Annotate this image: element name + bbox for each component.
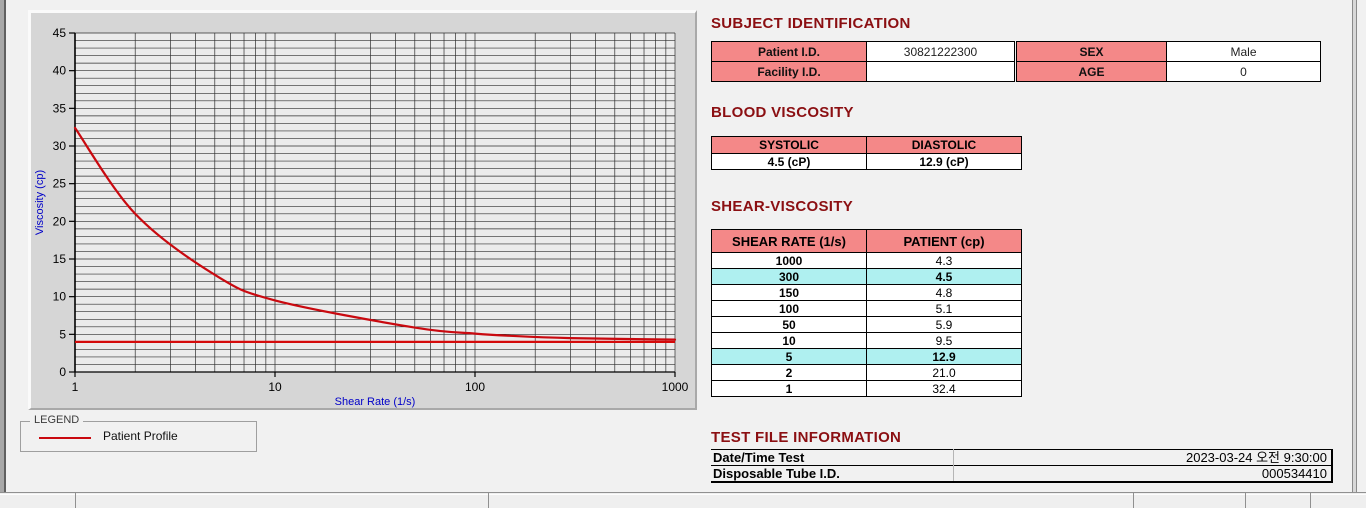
table-row: SYSTOLIC DIASTOLIC xyxy=(711,136,1022,154)
shear-viscosity-row: 150 4.8 xyxy=(711,284,1022,301)
shear-viscosity-row: 1000 4.3 xyxy=(711,252,1022,269)
y-tick-label: 0 xyxy=(59,365,66,379)
shear-rate-cell: 50 xyxy=(711,316,867,333)
window-right-groove xyxy=(1352,0,1357,492)
y-tick-label: 30 xyxy=(53,139,67,153)
patient-viscosity-cell: 4.3 xyxy=(866,252,1022,269)
shear-viscosity-table: SHEAR RATE (1/s) PATIENT (cp) 1000 4.3 300… xyxy=(711,229,1022,397)
shear-rate-cell: 1000 xyxy=(711,252,867,269)
patient-viscosity-cell: 5.9 xyxy=(866,316,1022,333)
blood-viscosity-table: SYSTOLIC DIASTOLIC 4.5 (cP) 12.9 (cP) xyxy=(711,136,1022,170)
patient-cp-header: PATIENT (cp) xyxy=(866,229,1022,253)
patient-viscosity-cell: 21.0 xyxy=(866,364,1022,381)
facility-id-label: Facility I.D. xyxy=(711,61,867,82)
shear-rate-cell: 10 xyxy=(711,332,867,349)
shear-rate-cell: 5 xyxy=(711,348,867,365)
shear-rate-cell: 1 xyxy=(711,380,867,397)
disposable-tube-id-value: 000534410 xyxy=(953,465,1333,483)
x-tick-label: 100 xyxy=(465,380,485,394)
y-tick-label: 45 xyxy=(53,26,67,40)
date-time-test-label: Date/Time Test xyxy=(711,449,954,466)
patient-id-label: Patient I.D. xyxy=(711,41,867,62)
shear-viscosity-table-body: 1000 4.3 300 4.5 150 4.8 100 5.1 50 5.9 10 9.5 5 12.9… xyxy=(711,252,1022,397)
test-file-information-title: TEST FILE INFORMATION xyxy=(711,429,902,446)
x-tick-label: 10 xyxy=(268,380,282,394)
y-tick-label: 40 xyxy=(53,64,67,78)
viscosity-chart-panel: 0 5 10 15 20 25 30 35 40 45 1 10 100 1000 Shear Rate (… xyxy=(28,10,697,410)
legend-line-swatch xyxy=(39,437,91,439)
disposable-tube-id-label: Disposable Tube I.D. xyxy=(711,465,954,483)
shear-viscosity-chart: 0 5 10 15 20 25 30 35 40 45 1 10 100 1000 Shear Rate (… xyxy=(34,26,689,408)
age-label: AGE xyxy=(1016,61,1167,82)
blood-viscosity-title: BLOOD VISCOSITY xyxy=(711,104,854,121)
table-row: Disposable Tube I.D. 000534410 xyxy=(711,465,1333,483)
test-file-information-table: Date/Time Test 2023-03-24 오전 9:30:00 Dis… xyxy=(711,449,1333,483)
bottom-panel-divider xyxy=(1310,493,1311,508)
patient-id-value: 30821222300 xyxy=(866,41,1015,62)
window-left-edge-shadow xyxy=(4,0,6,508)
legend-series-label: Patient Profile xyxy=(103,429,178,443)
shear-rate-cell: 2 xyxy=(711,364,867,381)
bottom-panel-divider xyxy=(1133,493,1134,508)
bottom-panel-highlight xyxy=(0,494,1366,495)
systolic-value: 4.5 (cP) xyxy=(711,153,867,170)
table-row: 4.5 (cP) 12.9 (cP) xyxy=(711,153,1022,170)
diastolic-header: DIASTOLIC xyxy=(866,136,1022,154)
table-row: SEX Male xyxy=(1016,41,1321,62)
subject-identification-title: SUBJECT IDENTIFICATION xyxy=(711,15,911,32)
table-row: Patient I.D. 30821222300 xyxy=(711,41,1015,62)
bottom-panel-divider xyxy=(488,493,489,508)
shear-rate-cell: 100 xyxy=(711,300,867,317)
patient-viscosity-cell: 4.8 xyxy=(866,284,1022,301)
patient-viscosity-cell: 5.1 xyxy=(866,300,1022,317)
patient-profile-curve xyxy=(73,126,677,341)
sex-value: Male xyxy=(1166,41,1321,62)
diastolic-value: 12.9 (cP) xyxy=(866,153,1022,170)
shear-rate-cell: 150 xyxy=(711,284,867,301)
shear-viscosity-title: SHEAR-VISCOSITY xyxy=(711,198,854,215)
shear-viscosity-row: 300 4.5 xyxy=(711,268,1022,285)
shear-rate-header: SHEAR RATE (1/s) xyxy=(711,229,867,253)
table-row: AGE 0 xyxy=(1016,61,1321,82)
sex-label: SEX xyxy=(1016,41,1167,62)
shear-viscosity-row: 1 32.4 xyxy=(711,380,1022,397)
window-left-edge xyxy=(0,0,4,508)
shear-viscosity-row: 2 21.0 xyxy=(711,364,1022,381)
shear-rate-cell: 300 xyxy=(711,268,867,285)
y-tick-label: 10 xyxy=(53,290,67,304)
x-tick-label: 1 xyxy=(72,380,79,394)
shear-viscosity-row: 10 9.5 xyxy=(711,332,1022,349)
y-tick-label: 20 xyxy=(53,214,67,228)
patient-viscosity-cell: 32.4 xyxy=(866,380,1022,397)
patient-viscosity-cell: 4.5 xyxy=(866,268,1022,285)
x-axis-title: Shear Rate (1/s) xyxy=(335,396,416,408)
shear-viscosity-row: 100 5.1 xyxy=(711,300,1022,317)
x-tick-label: 1000 xyxy=(662,380,689,394)
bottom-panel-strip xyxy=(0,492,1366,508)
y-axis-title: Viscosity (cp) xyxy=(34,170,46,235)
systolic-header: SYSTOLIC xyxy=(711,136,867,154)
y-tick-label: 25 xyxy=(53,177,67,191)
date-time-test-value: 2023-03-24 오전 9:30:00 xyxy=(953,449,1333,466)
subject-id-table-left: Patient I.D. 30821222300 Facility I.D. xyxy=(711,41,1015,82)
subject-id-table-right: SEX Male AGE 0 xyxy=(1016,41,1321,82)
chart-legend-box: LEGEND Patient Profile xyxy=(20,414,257,452)
shear-viscosity-row: 50 5.9 xyxy=(711,316,1022,333)
table-row: Facility I.D. xyxy=(711,61,1015,82)
patient-viscosity-cell: 12.9 xyxy=(866,348,1022,365)
plot-area xyxy=(75,33,675,372)
y-tick-label: 5 xyxy=(59,327,66,341)
legend-box-label: LEGEND xyxy=(30,414,84,426)
bottom-panel-divider xyxy=(1245,493,1246,508)
y-tick-label: 35 xyxy=(53,101,67,115)
bottom-panel-divider xyxy=(75,493,76,508)
shear-viscosity-row: 5 12.9 xyxy=(711,348,1022,365)
facility-id-value xyxy=(866,61,1015,82)
patient-viscosity-cell: 9.5 xyxy=(866,332,1022,349)
y-tick-label: 15 xyxy=(53,252,67,266)
table-row: Date/Time Test 2023-03-24 오전 9:30:00 xyxy=(711,449,1333,466)
table-row: SHEAR RATE (1/s) PATIENT (cp) xyxy=(711,229,1022,253)
age-value: 0 xyxy=(1166,61,1321,82)
